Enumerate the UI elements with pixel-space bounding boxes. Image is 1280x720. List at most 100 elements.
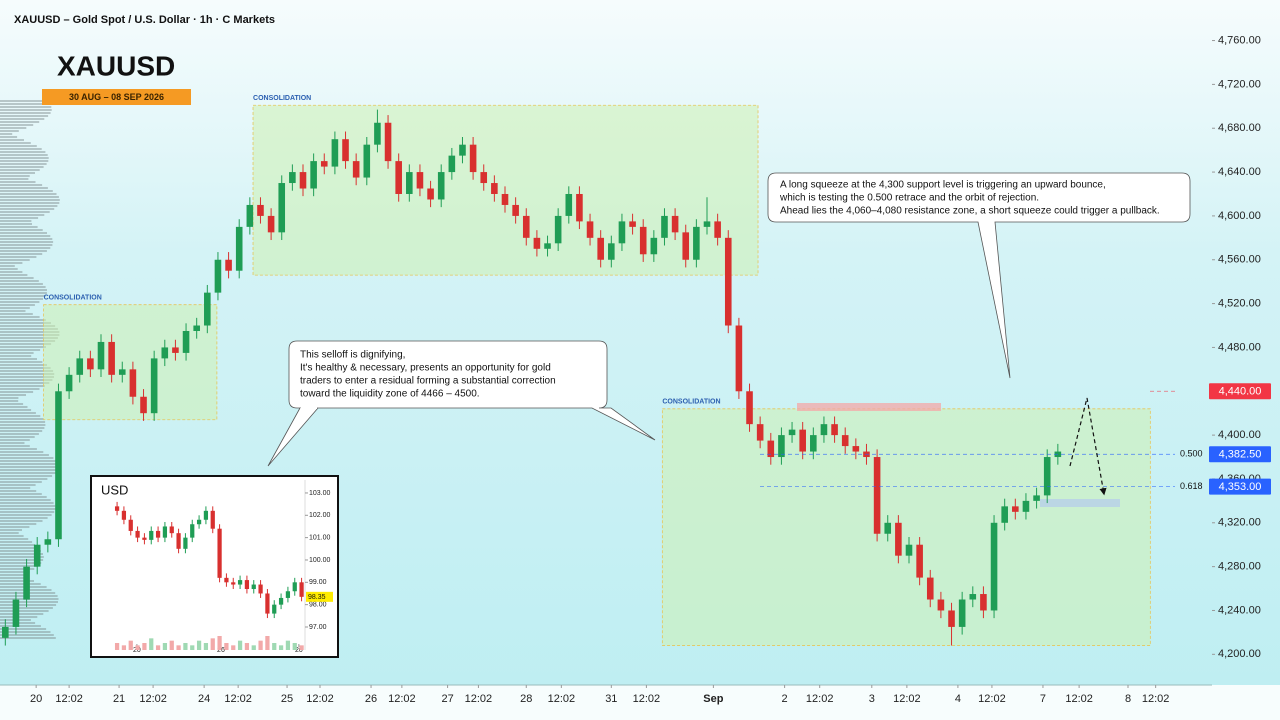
profile-bar — [0, 487, 31, 489]
profile-bar — [0, 478, 48, 480]
volume-bar — [224, 643, 229, 650]
volume-bar — [278, 645, 284, 650]
volume-bar — [251, 645, 256, 650]
profile-bar — [0, 196, 59, 198]
profile-bar — [0, 637, 56, 639]
volume-bar — [285, 640, 291, 650]
profile-bar — [0, 340, 56, 342]
y-tick-label: 4,280.00 — [1218, 561, 1261, 573]
candle-body — [246, 204, 254, 227]
profile-bar — [0, 187, 48, 189]
candle-body — [1022, 500, 1030, 512]
profile-bar — [0, 274, 28, 276]
profile-bar — [0, 202, 60, 204]
x-tick-label: 12:02 — [1065, 693, 1093, 705]
candle-body — [44, 539, 52, 545]
profile-bar — [0, 418, 44, 420]
profile-bar — [0, 388, 40, 390]
profile-bar — [0, 148, 42, 150]
supply-highlight — [797, 403, 941, 411]
candle-body — [272, 604, 277, 614]
candle-body — [533, 237, 541, 249]
candle-body — [244, 580, 250, 590]
volume-bar — [203, 643, 209, 650]
inset-panel — [90, 475, 339, 658]
profile-bar — [0, 607, 53, 609]
profile-bar — [0, 469, 59, 471]
candle-body — [285, 591, 291, 598]
profile-bar — [0, 328, 58, 330]
y-tick-label: 4,760.00 — [1218, 34, 1261, 46]
profile-bar — [0, 193, 57, 195]
profile-bar — [0, 421, 46, 423]
profile-bar — [0, 550, 41, 552]
candle-body — [756, 424, 764, 441]
y-tick-label: 4,200.00 — [1218, 648, 1261, 660]
candle-body — [114, 506, 120, 511]
y-tick-label: 102.00 — [309, 512, 331, 519]
candle-body — [937, 599, 945, 611]
profile-bar — [0, 154, 48, 156]
y-tick-label: 4,240.00 — [1218, 604, 1261, 616]
candle-body — [416, 172, 424, 189]
profile-bar — [0, 604, 57, 606]
candle-body — [108, 341, 115, 375]
profile-bar — [0, 580, 34, 582]
candle-body — [225, 259, 232, 271]
profile-bar — [0, 496, 47, 498]
x-axis-strip — [0, 685, 1280, 720]
volume-bar — [149, 638, 154, 650]
candle-body — [299, 582, 304, 597]
profile-bar — [0, 322, 51, 324]
candle-body — [142, 537, 147, 540]
volume-bar — [114, 643, 120, 650]
profile-bar — [0, 541, 33, 543]
candle-body — [958, 599, 966, 627]
candle-body — [289, 172, 296, 184]
x-tick-label: 31 — [605, 693, 617, 705]
profile-bar — [0, 127, 27, 129]
profile-bar — [0, 307, 30, 309]
candle-body — [586, 221, 594, 238]
symbol: XAUUSD — [57, 50, 175, 81]
volume-bar — [231, 645, 236, 650]
x-tick-label: 21 — [113, 693, 125, 705]
profile-bar — [0, 163, 47, 165]
candle-body — [1001, 506, 1008, 523]
profile-bar — [0, 226, 38, 228]
profile-bar — [0, 268, 18, 270]
candle-body — [491, 183, 498, 194]
callout-joint — [301, 406, 317, 409]
profile-bar — [0, 175, 30, 177]
profile-bar — [0, 316, 40, 318]
price-tag-label: 4,440.00 — [1219, 386, 1262, 398]
profile-bar — [0, 121, 40, 123]
callout-line: traders to enter a residual forming a su… — [300, 376, 556, 387]
profile-bar — [0, 565, 39, 567]
price-tag — [1209, 383, 1271, 400]
date-range: 30 AUG – 08 SEP 2026 — [69, 92, 164, 102]
x-tick-label: 7 — [1040, 693, 1046, 705]
zones: CONSOLIDATION CONSOLIDATION CONSOLIDATION — [43, 95, 1151, 646]
profile-bar — [0, 211, 50, 213]
demand-highlight — [1040, 499, 1120, 507]
profile-bar — [0, 142, 31, 144]
candle-body — [437, 172, 445, 200]
inset-chart: 97.00 98.00 99.00 100.00 101.00 102.00 103.00 2… — [114, 490, 333, 654]
candle-body — [650, 237, 658, 255]
candle-body — [693, 226, 700, 260]
candle-body — [265, 593, 270, 614]
chart-title: XAUUSD – Gold Spot / U.S. Dollar · 1h · … — [14, 14, 275, 26]
candle-body — [374, 122, 381, 145]
profile-bar — [0, 490, 37, 492]
callout-bubble — [767, 172, 1191, 379]
profile-bar — [0, 286, 46, 288]
fib-label: 0.618 — [1180, 481, 1203, 491]
candle-body — [629, 221, 636, 227]
profile-bar — [0, 451, 44, 453]
y-tick-label: 100.00 — [309, 557, 331, 564]
candle-body — [129, 369, 137, 397]
candle-body — [480, 172, 488, 184]
profile-bar — [0, 235, 51, 237]
candle-body — [448, 155, 456, 173]
